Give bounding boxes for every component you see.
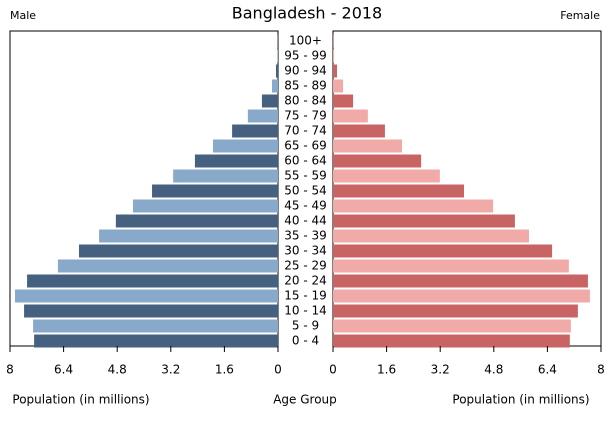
- bar: [333, 169, 440, 183]
- bar: [277, 49, 278, 63]
- x-tick-label: 4.8: [108, 363, 127, 377]
- bar: [333, 154, 422, 168]
- bar: [194, 154, 278, 168]
- category-label: 85 - 89: [284, 79, 327, 93]
- category-label: 60 - 64: [284, 154, 327, 168]
- category-label: 45 - 49: [284, 199, 327, 213]
- category-label: 70 - 74: [284, 124, 327, 138]
- bar: [333, 259, 569, 273]
- category-label: 30 - 34: [284, 244, 327, 258]
- bar: [24, 304, 278, 318]
- chart-title: Bangladesh - 2018: [232, 4, 382, 23]
- x-tick-label: 1.6: [377, 363, 396, 377]
- category-label: 80 - 84: [284, 94, 327, 108]
- category-label: 35 - 39: [284, 229, 327, 243]
- bar: [333, 79, 344, 93]
- bar: [333, 304, 578, 318]
- category-label: 50 - 54: [284, 184, 327, 198]
- category-label: 25 - 29: [284, 259, 327, 273]
- bar: [333, 244, 553, 258]
- bar: [247, 109, 278, 123]
- category-label: 10 - 14: [284, 304, 327, 318]
- x-tick-label: 6.4: [54, 363, 73, 377]
- x-tick-label: 8: [597, 363, 605, 377]
- bar: [33, 319, 278, 333]
- bar: [333, 334, 570, 348]
- category-axis-label: Age Group: [273, 393, 337, 407]
- bar: [115, 214, 278, 228]
- x-axis-label: Population (in millions): [12, 393, 149, 407]
- category-label: 75 - 79: [284, 109, 327, 123]
- bar: [333, 49, 335, 63]
- bar: [333, 64, 338, 78]
- bar: [333, 319, 571, 333]
- category-label: 20 - 24: [284, 274, 327, 288]
- bar: [27, 274, 279, 288]
- bar: [333, 289, 590, 303]
- bar: [99, 229, 278, 243]
- bar: [333, 214, 515, 228]
- bar: [152, 184, 278, 198]
- x-tick-label: 3.2: [161, 363, 180, 377]
- bar: [333, 274, 588, 288]
- category-label: 40 - 44: [284, 214, 327, 228]
- bar: [333, 184, 464, 198]
- category-label: 5 - 9: [292, 319, 319, 333]
- bar: [79, 244, 278, 258]
- category-label: 95 - 99: [284, 49, 327, 63]
- category-label: 100+: [289, 34, 322, 48]
- bar: [232, 124, 278, 138]
- bar: [333, 109, 368, 123]
- x-tick-label: 8: [6, 363, 14, 377]
- bar: [173, 169, 278, 183]
- bar: [213, 139, 278, 153]
- male-label: Male: [10, 9, 36, 22]
- x-tick-label: 0: [329, 363, 337, 377]
- bar: [333, 139, 403, 153]
- category-label: 0 - 4: [292, 334, 319, 348]
- bar: [57, 259, 278, 273]
- x-tick-label: 6.4: [538, 363, 557, 377]
- bar: [271, 79, 278, 93]
- category-label: 15 - 19: [284, 289, 327, 303]
- x-tick-label: 1.6: [215, 363, 234, 377]
- bar: [333, 199, 494, 213]
- category-label: 65 - 69: [284, 139, 327, 153]
- x-axis-label: Population (in millions): [452, 393, 589, 407]
- bar: [34, 334, 279, 348]
- bar: [333, 124, 385, 138]
- bar: [132, 199, 278, 213]
- bar: [333, 94, 354, 108]
- bar: [15, 289, 279, 303]
- bar: [261, 94, 278, 108]
- female-label: Female: [560, 9, 600, 22]
- x-tick-label: 3.2: [431, 363, 450, 377]
- bar: [275, 64, 278, 78]
- x-tick-label: 4.8: [484, 363, 503, 377]
- bar: [333, 229, 529, 243]
- category-label: 90 - 94: [284, 64, 327, 78]
- x-tick-label: 0: [274, 363, 282, 377]
- category-label: 55 - 59: [284, 169, 327, 183]
